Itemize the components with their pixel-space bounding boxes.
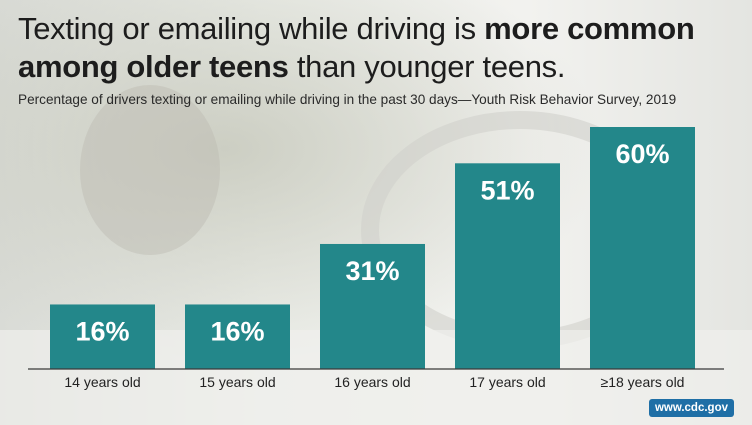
bar-4 [455, 163, 560, 369]
bar-1 [50, 304, 155, 369]
bar-3 [320, 243, 425, 369]
chart-title: Texting or emailing while driving is mor… [18, 10, 738, 86]
title-text-1: Texting or emailing while driving is [18, 11, 485, 46]
bar-5 [590, 127, 695, 369]
chart-subtitle: Percentage of drivers texting or emailin… [18, 92, 677, 107]
title-bold-2: among older teens [18, 49, 289, 84]
bar-value-label-2: 16% [210, 316, 264, 346]
bar-2 [185, 304, 290, 369]
x-tick-label-5: ≥18 years old [601, 374, 685, 390]
source-link[interactable]: www.cdc.gov [648, 399, 734, 417]
x-tick-label-2: 15 years old [199, 374, 275, 390]
bar-value-label-3: 31% [345, 256, 399, 286]
x-tick-label-1: 14 years old [64, 374, 140, 390]
x-tick-label-4: 17 years old [469, 374, 545, 390]
title-text-2: than younger teens. [288, 49, 566, 84]
bar-value-label-4: 51% [480, 175, 534, 205]
bar-value-label-1: 16% [75, 316, 129, 346]
bar-value-label-5: 60% [615, 139, 669, 169]
title-bold-1: more common [484, 11, 695, 46]
x-tick-label-3: 16 years old [334, 374, 410, 390]
